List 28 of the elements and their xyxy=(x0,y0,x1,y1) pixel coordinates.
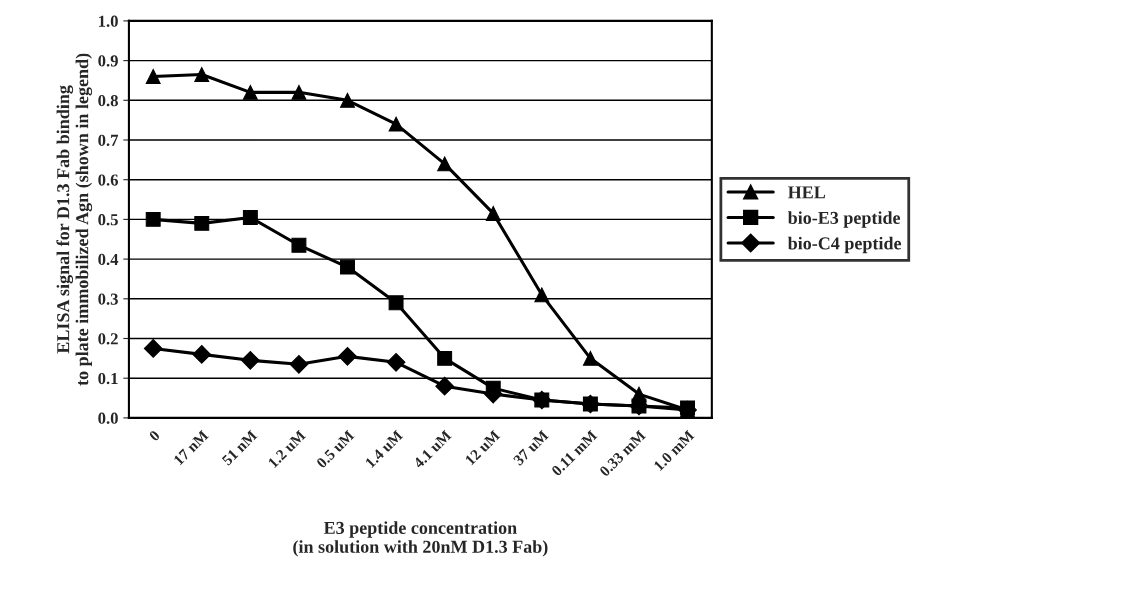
x-tick-label: 0.5 uM xyxy=(315,429,355,469)
x-tick-label: 12 uM xyxy=(464,429,501,466)
legend-label: bio-E3 peptide xyxy=(787,211,901,228)
x-tick-label: 17 nM xyxy=(173,429,209,466)
y-tick-label: 1.0 xyxy=(99,15,118,27)
x-tick-label: 0.33 mM xyxy=(598,429,647,478)
y-tick-label: 0.1 xyxy=(98,372,118,385)
x-tick-label: 0.11 mM xyxy=(550,429,598,477)
y-tick-label: 0.0 xyxy=(98,412,118,424)
x-tick-label: 1.0 mM xyxy=(653,429,695,472)
x-tick-label: 37 uM xyxy=(512,429,550,466)
y-tick-label: 0.5 xyxy=(98,214,118,226)
y-axis-title: ELISA signal for D1.3 Fab binding to plate immobilized Agn (shown in legend) xyxy=(56,53,93,386)
x-tick-label: 1.4 uM xyxy=(364,429,404,469)
x-tick-label: 4.1 uM xyxy=(412,429,452,469)
y-tick-label: 0.2 xyxy=(98,333,118,345)
y-tick-label: 0.8 xyxy=(98,95,118,107)
y-tick-label: 0.7 xyxy=(98,134,119,147)
x-tick-label: 1.2 uM xyxy=(267,429,307,469)
x-tick-label: 51 nM xyxy=(221,429,258,466)
y-tick-label: 0.4 xyxy=(98,253,119,266)
x-axis-title: E3 peptide concentration (in solution with 20nM D1.3 Fab) xyxy=(293,521,548,557)
x-tick-label: 0 xyxy=(148,429,161,442)
legend-label: bio-C4 peptide xyxy=(787,236,902,254)
legend-label: HEL xyxy=(787,186,826,199)
y-tick-label: 0.3 xyxy=(98,293,118,305)
y-tick-label: 0.9 xyxy=(98,55,118,67)
y-tick-label: 0.6 xyxy=(98,174,119,186)
